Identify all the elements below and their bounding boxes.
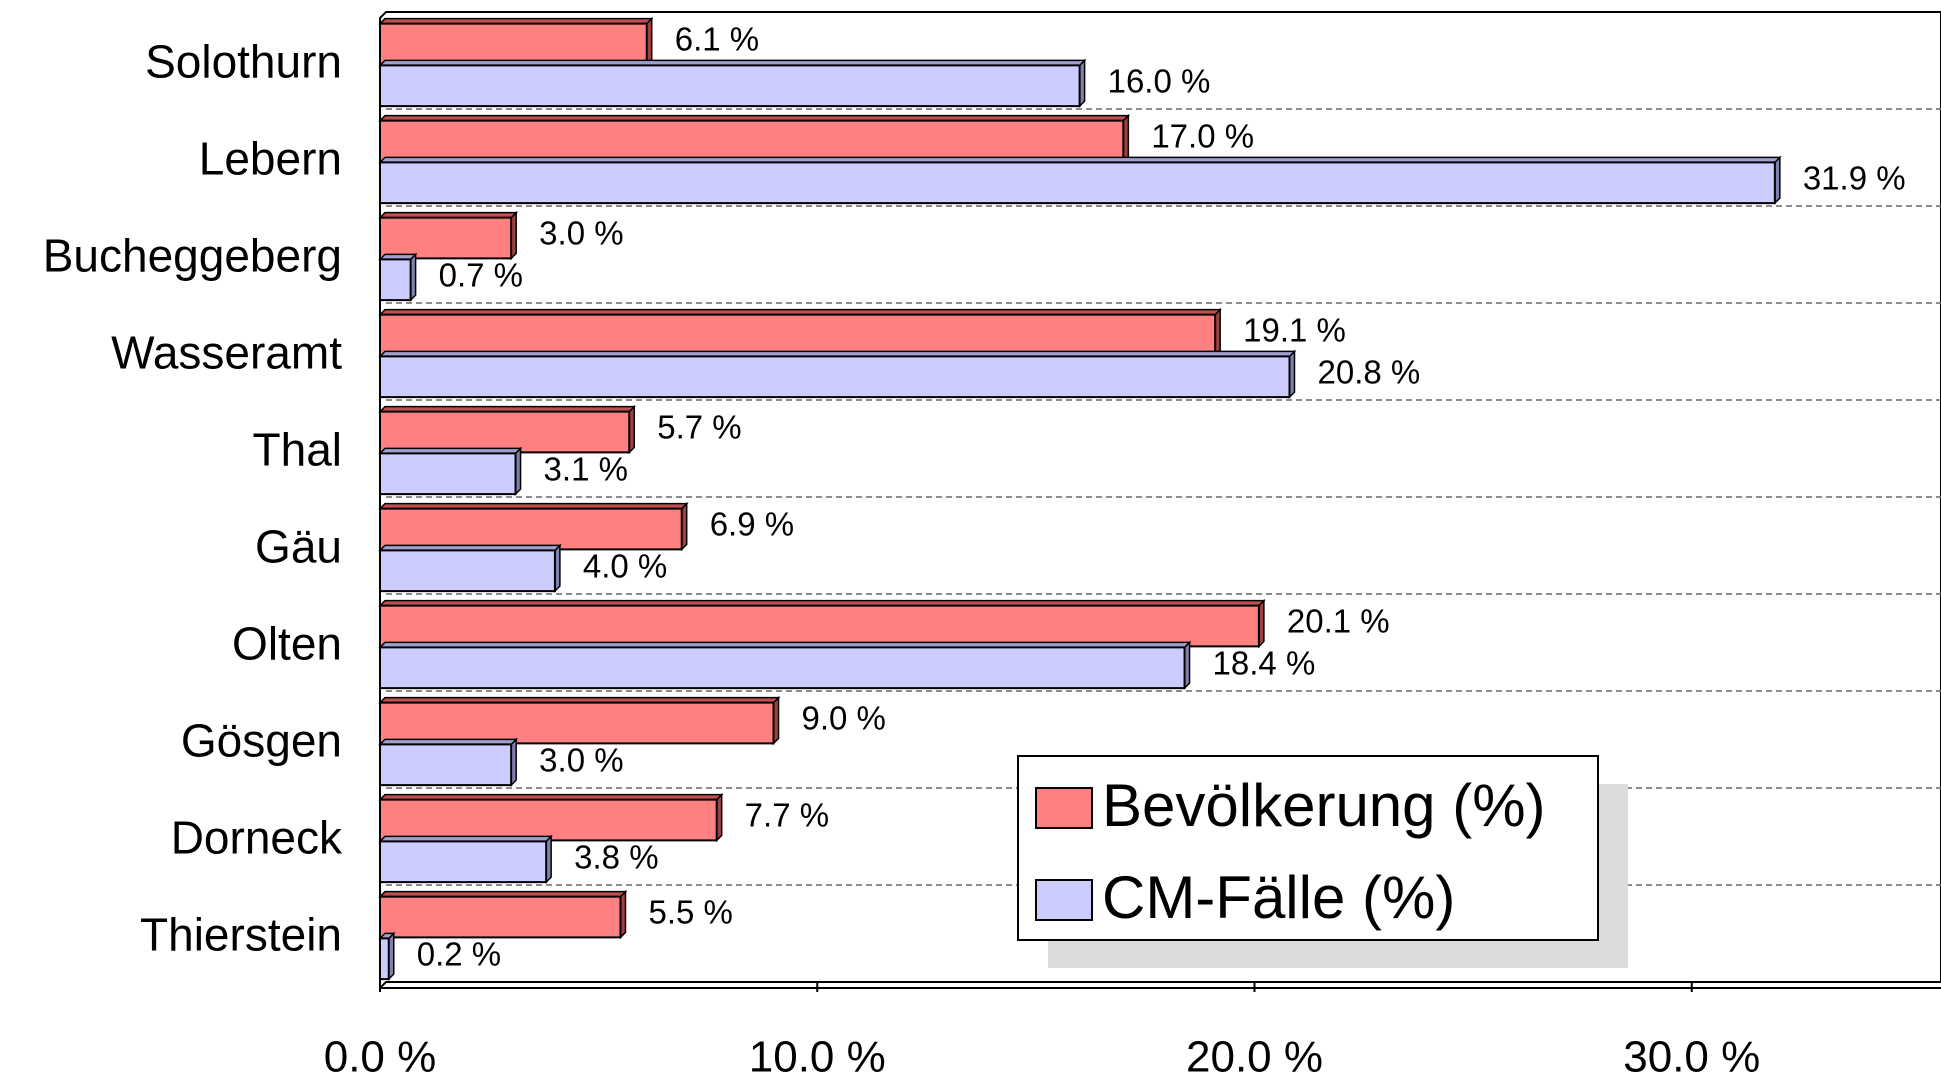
value-label: 17.0 % <box>1151 118 1254 155</box>
value-label: 4.0 % <box>583 547 667 584</box>
category-label: Gösgen <box>181 715 342 767</box>
value-label: 5.7 % <box>657 409 741 446</box>
value-label: 3.1 % <box>544 450 628 487</box>
value-label: 16.0 % <box>1108 62 1211 99</box>
legend-label: CM-Fälle (%) <box>1102 864 1455 931</box>
bar <box>379 937 390 981</box>
category-label: Solothurn <box>145 36 342 88</box>
x-tick-label: 30.0 % <box>1623 1033 1760 1080</box>
category-label: Olten <box>232 618 342 670</box>
bar <box>379 743 513 787</box>
legend-swatch <box>1035 787 1093 829</box>
category-label: Gäu <box>255 521 342 573</box>
bar <box>379 604 1260 648</box>
value-label: 20.1 % <box>1287 603 1390 640</box>
value-label: 3.0 % <box>539 215 623 252</box>
bar <box>379 64 1081 108</box>
bar <box>379 313 1217 357</box>
value-label: 3.0 % <box>539 741 623 778</box>
value-label: 7.7 % <box>745 797 829 834</box>
x-tick-label: 20.0 % <box>1186 1033 1323 1080</box>
bar <box>379 355 1291 399</box>
value-label: 19.1 % <box>1243 312 1346 349</box>
category-label: Lebern <box>199 133 342 185</box>
bar <box>379 798 718 842</box>
value-label: 18.4 % <box>1213 644 1316 681</box>
value-label: 5.5 % <box>648 894 732 931</box>
bar <box>379 258 412 302</box>
category-label: Wasseramt <box>111 327 342 379</box>
bar <box>379 701 775 745</box>
value-label: 3.8 % <box>574 838 658 875</box>
bar <box>379 452 517 496</box>
bar <box>379 161 1776 205</box>
legend-label: Bevölkerung (%) <box>1102 772 1546 839</box>
value-label: 6.9 % <box>710 506 794 543</box>
value-label: 20.8 % <box>1317 353 1420 390</box>
bar <box>379 22 648 66</box>
bar <box>379 410 631 454</box>
x-tick-label: 0.0 % <box>324 1033 437 1080</box>
value-label: 0.2 % <box>417 935 501 972</box>
value-label: 0.7 % <box>439 256 523 293</box>
bar <box>379 840 548 884</box>
bar <box>379 895 622 939</box>
category-label: Thierstein <box>140 909 342 961</box>
bar <box>379 646 1186 690</box>
bar <box>379 507 683 551</box>
value-label: 31.9 % <box>1803 159 1906 196</box>
category-label: Dorneck <box>171 812 343 864</box>
bar <box>379 119 1125 163</box>
value-label: 6.1 % <box>675 21 759 58</box>
legend-swatch <box>1035 879 1093 921</box>
bar <box>379 216 513 260</box>
category-label: Thal <box>253 424 342 476</box>
bar <box>379 549 556 593</box>
legend <box>1017 755 1599 941</box>
category-label: Bucheggeberg <box>43 230 342 282</box>
x-tick-label: 10.0 % <box>749 1033 886 1080</box>
value-label: 9.0 % <box>802 700 886 737</box>
